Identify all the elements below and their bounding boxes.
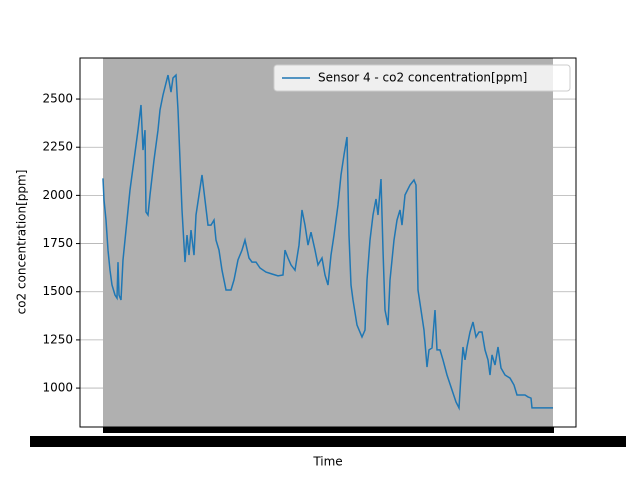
legend: Sensor 4 - co2 concentration[ppm]: [273, 64, 571, 92]
y-tick-label: 1500: [42, 284, 73, 298]
y-tick-label: 2250: [42, 140, 73, 154]
x-tick-labels-overlap: [30, 436, 626, 447]
y-tick-label: 2000: [42, 188, 73, 202]
y-tick-label: 2500: [42, 92, 73, 106]
x-axis-label: Time: [312, 455, 342, 469]
legend-box: [273, 64, 571, 92]
y-tick-label: 1250: [42, 332, 73, 346]
data-line: [102, 73, 553, 411]
plot-area: [80, 58, 576, 427]
highlight-span: [103, 58, 553, 427]
y-axis-label: co2 concentration[ppm]: [15, 170, 29, 315]
y-tick-label: 1000: [42, 381, 73, 395]
y-tick-label: 1750: [42, 236, 73, 250]
x-tick-marks: [103, 427, 554, 433]
legend-label: Sensor 4 - co2 concentration[ppm]: [318, 71, 527, 85]
